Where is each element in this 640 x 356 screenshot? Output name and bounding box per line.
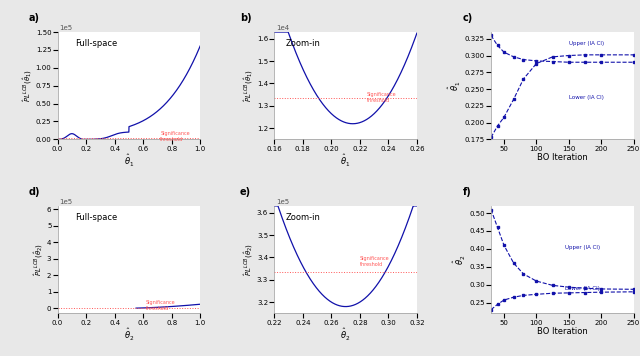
Y-axis label: $\hat{P}L^{LCB}(\hat{\theta}_2)$: $\hat{P}L^{LCB}(\hat{\theta}_2)$ xyxy=(243,243,255,276)
Text: Full-space: Full-space xyxy=(75,39,117,48)
Text: Significance
threshold: Significance threshold xyxy=(146,300,175,311)
Text: b): b) xyxy=(240,13,252,23)
Y-axis label: $\hat{\theta}_1$: $\hat{\theta}_1$ xyxy=(447,80,463,91)
Text: Significance
threshold: Significance threshold xyxy=(160,131,190,142)
Text: Significance
threshold: Significance threshold xyxy=(367,92,397,103)
Text: Zoom-in: Zoom-in xyxy=(285,39,321,48)
X-axis label: $\hat{\theta}_2$: $\hat{\theta}_2$ xyxy=(124,327,134,343)
Text: Lower (IA CI): Lower (IA CI) xyxy=(565,286,600,290)
Text: Full-space: Full-space xyxy=(75,213,117,222)
Text: 1e5: 1e5 xyxy=(59,199,72,205)
X-axis label: $\hat{\theta}_1$: $\hat{\theta}_1$ xyxy=(124,153,134,169)
X-axis label: $\hat{\theta}_1$: $\hat{\theta}_1$ xyxy=(340,153,351,169)
Text: Significance
threshold: Significance threshold xyxy=(360,256,390,267)
Text: f): f) xyxy=(463,187,471,197)
Text: c): c) xyxy=(463,13,473,23)
Y-axis label: $\hat{P}L^{LCB}(\hat{\theta}_2)$: $\hat{P}L^{LCB}(\hat{\theta}_2)$ xyxy=(33,243,45,276)
Text: e): e) xyxy=(240,187,252,197)
Text: d): d) xyxy=(29,187,40,197)
Text: Lower (IA CI): Lower (IA CI) xyxy=(570,95,604,100)
X-axis label: BO Iteration: BO Iteration xyxy=(537,327,588,336)
Y-axis label: $\hat{P}L^{LCB}(\hat{\theta}_1)$: $\hat{P}L^{LCB}(\hat{\theta}_1)$ xyxy=(243,69,255,102)
Y-axis label: $\hat{P}L^{LCB}(\hat{\theta}_1)$: $\hat{P}L^{LCB}(\hat{\theta}_1)$ xyxy=(22,69,34,102)
X-axis label: BO Iteration: BO Iteration xyxy=(537,153,588,162)
Text: 1e4: 1e4 xyxy=(276,25,289,31)
Text: Upper (IA CI): Upper (IA CI) xyxy=(570,41,605,46)
Text: Zoom-in: Zoom-in xyxy=(285,213,321,222)
Text: 1e5: 1e5 xyxy=(276,199,289,205)
Y-axis label: $\hat{\theta}_2$: $\hat{\theta}_2$ xyxy=(452,255,468,265)
Text: a): a) xyxy=(29,13,40,23)
X-axis label: $\hat{\theta}_2$: $\hat{\theta}_2$ xyxy=(340,327,351,343)
Text: Upper (IA CI): Upper (IA CI) xyxy=(565,245,600,250)
Text: 1e5: 1e5 xyxy=(59,25,72,31)
